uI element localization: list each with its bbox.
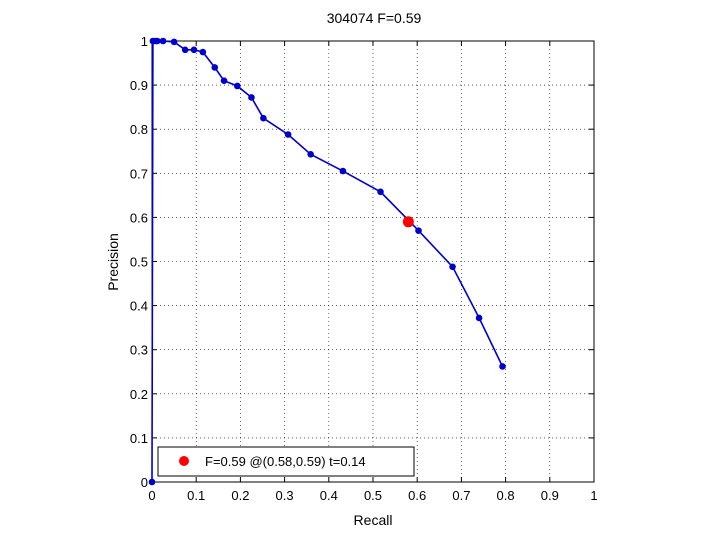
- legend: F=0.59 @(0.58,0.59) t=0.14: [157, 446, 415, 477]
- grid: [152, 41, 594, 482]
- series-point: [234, 82, 241, 90]
- y-tick-label: 0.3: [130, 343, 148, 358]
- series-point: [307, 151, 314, 158]
- y-axis-title: Precision: [105, 233, 121, 291]
- x-tick-label: 0.9: [541, 488, 559, 503]
- axis-ticks: 0 0.1 0.2 0.3 0.4 0.5 0.6 0.7 0.8 0.9 1 0 0.1 0.2 0.3 0…: [130, 34, 598, 503]
- series-point: [199, 48, 207, 56]
- series-point: [248, 94, 255, 101]
- series-group: [148, 37, 506, 486]
- x-tick-label: 0: [148, 488, 155, 503]
- series-point: [159, 37, 167, 45]
- y-tick-label: 0.1: [130, 431, 148, 446]
- series-point: [148, 478, 156, 486]
- legend-box: [157, 446, 415, 477]
- series-point: [211, 64, 219, 71]
- y-tick-label: 0.5: [130, 255, 148, 270]
- series-point: [284, 131, 292, 138]
- x-tick-label: 1: [590, 488, 597, 503]
- y-tick-label: 1: [141, 34, 148, 49]
- series-point: [377, 188, 384, 196]
- y-tick-label: 0.9: [130, 78, 148, 93]
- x-tick-label: 0.1: [187, 488, 205, 503]
- series-point: [181, 46, 189, 54]
- x-axis-title: Recall: [354, 512, 393, 528]
- series-point: [220, 77, 228, 84]
- series-point: [154, 37, 161, 45]
- y-tick-label: 0.6: [130, 210, 148, 225]
- x-tick-label: 0.4: [320, 488, 338, 503]
- y-tick-label: 0.4: [130, 299, 148, 314]
- chart-title: 304074 F=0.59: [327, 10, 422, 26]
- x-tick-label: 0.8: [497, 488, 515, 503]
- series-point: [415, 227, 422, 234]
- series-point: [449, 263, 456, 271]
- series-point: [190, 46, 198, 54]
- best-f-point: [402, 216, 414, 228]
- y-tick-label: 0: [141, 475, 148, 490]
- x-tick-label: 0.3: [276, 488, 294, 503]
- x-tick-label: 0.7: [452, 488, 470, 503]
- series-point: [339, 167, 347, 175]
- legend-label: F=0.59 @(0.58,0.59) t=0.14: [205, 454, 366, 469]
- x-tick-label: 0.5: [364, 488, 382, 503]
- y-tick-label: 0.2: [130, 387, 148, 402]
- y-tick-label: 0.7: [130, 166, 148, 181]
- series-point: [499, 363, 506, 370]
- series-point: [475, 314, 483, 322]
- highlight-group: [402, 216, 414, 228]
- legend-marker: [179, 456, 189, 466]
- x-tick-label: 0.6: [408, 488, 426, 503]
- series-point: [260, 114, 267, 122]
- y-tick-label: 0.8: [130, 122, 148, 137]
- x-tick-label: 0.2: [231, 488, 249, 503]
- series-point: [170, 38, 178, 46]
